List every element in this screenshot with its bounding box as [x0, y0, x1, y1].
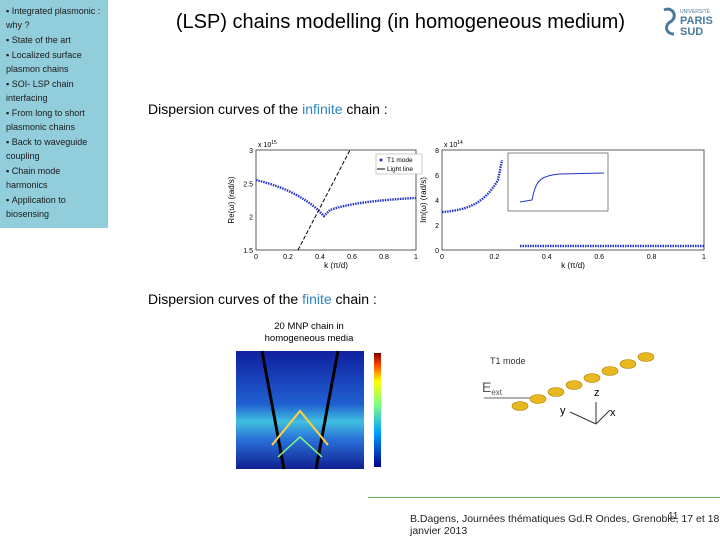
inset-curve — [519, 172, 605, 203]
light-line — [297, 149, 351, 251]
y-tick-label: 2 — [435, 223, 439, 230]
inset-frame — [507, 152, 609, 212]
section-heading: Dispersion curves of the infinite chain … — [148, 101, 388, 117]
field-sub: ext — [491, 388, 502, 397]
axis-arrow — [595, 409, 611, 425]
page-number: 11 — [668, 511, 679, 522]
logo-mark — [663, 7, 676, 36]
x-tick-label: 0.8 — [379, 254, 389, 261]
y-tick-label: 4 — [435, 198, 439, 205]
sidebar-item: From long to short plasmonic chains — [6, 106, 104, 134]
light-cone — [260, 350, 340, 470]
nanoparticle — [547, 387, 565, 397]
x-tick-label: 0.4 — [542, 254, 552, 261]
footer-rule — [368, 497, 720, 498]
axis-label: y — [560, 405, 566, 417]
scale-exp: 14 — [457, 140, 463, 146]
x-tick-label: 0 — [440, 254, 444, 261]
scale: x 1014 — [444, 140, 463, 149]
sidebar-item: Application to biosensing — [6, 193, 104, 221]
legend-box — [375, 153, 423, 175]
field-label: Eext — [482, 379, 503, 397]
nanoparticles — [511, 352, 655, 411]
nanoparticle — [601, 366, 619, 376]
nanoparticle — [511, 401, 529, 411]
plot-imag: x 1014 Im(ω) (rad/s) k (π/d) 8 6 4 2 00 0.2 0.… — [420, 140, 706, 270]
highlight: finite — [302, 291, 332, 307]
logo-text: UNIVERSITÉ — [680, 8, 711, 15]
nanoparticle — [637, 352, 655, 362]
y-tick-label: 8 — [435, 148, 439, 155]
y-tick-label: 1.5 — [243, 248, 253, 255]
scale-text: x 10 — [444, 142, 457, 149]
nanoparticle — [619, 359, 637, 369]
figure-caption: 20 MNP chain in homogeneous media — [264, 321, 354, 344]
x-tick-label: 0.8 — [647, 254, 657, 261]
colorbar — [374, 353, 381, 467]
scale-exp: 15 — [271, 140, 277, 146]
sidebar-item: Integrated plasmonic : why ? — [6, 4, 104, 32]
slide-title: (LSP) chains modelling (in homogeneous m… — [175, 11, 625, 33]
sidebar-item: SOI- LSP chain interfacing — [6, 77, 104, 105]
axis-label: x — [610, 407, 616, 419]
t1-curve — [255, 178, 417, 218]
y-tick-label: 2.5 — [243, 181, 253, 188]
sidebar-item: Back to waveguide coupling — [6, 135, 104, 163]
text: chain : — [342, 101, 388, 117]
plot-real: x 1015 Re(ω) (rad/s) k (π/d) T1 mode Lig… — [227, 140, 423, 270]
axis-arrow — [569, 411, 597, 425]
mode-band — [277, 435, 323, 458]
mode-label: T1 mode — [490, 356, 526, 366]
x-label: k (π/d) — [324, 261, 348, 270]
mode-band — [271, 409, 329, 446]
sidebar-list: Integrated plasmonic : why ?State of the… — [6, 4, 104, 221]
logo-text: SUD — [680, 26, 703, 38]
highlight: infinite — [302, 101, 343, 117]
x-tick-label: 1 — [702, 254, 706, 261]
x-tick-label: 0.6 — [347, 254, 357, 261]
legend-label: T1 mode — [387, 157, 413, 164]
sidebar-item: Localized surface plasmon chains — [6, 48, 104, 76]
section-heading: Dispersion curves of the finite chain : — [148, 291, 377, 307]
imag-curve-upper — [441, 159, 504, 214]
sidebar-item: State of the art — [6, 33, 104, 47]
y-tick-label: 2 — [249, 215, 253, 222]
legend-label: Light line — [387, 166, 413, 173]
legend: T1 mode Light line — [375, 153, 423, 175]
x-label: k (π/d) — [561, 261, 585, 270]
text: chain : — [331, 291, 377, 307]
x-tick-label: 0 — [254, 254, 258, 261]
y-label: Re(ω) (rad/s) — [227, 176, 236, 223]
x-tick-label: 0.2 — [283, 254, 293, 261]
text: Dispersion curves of the — [148, 291, 303, 307]
scale: x 1015 — [258, 140, 277, 149]
nanoparticle — [529, 394, 547, 404]
x-tick-label: 0.6 — [594, 254, 604, 261]
citation: B.Dagens, Journées thématiques Gd.R Onde… — [410, 513, 720, 537]
nanoparticle — [583, 373, 601, 383]
legend-swatch — [379, 158, 383, 162]
axis-label: z — [594, 387, 600, 399]
chain-diagram: T1 mode Eext z y x — [482, 352, 655, 425]
heatmap — [236, 350, 381, 470]
sidebar-item: Chain mode harmonics — [6, 164, 104, 192]
x-tick-label: 0.4 — [315, 254, 325, 261]
nanoparticle — [565, 380, 583, 390]
logo-text: PARIS — [680, 15, 713, 27]
scale-text: x 10 — [258, 142, 271, 149]
x-tick-label: 0.2 — [490, 254, 500, 261]
sidebar: Integrated plasmonic : why ?State of the… — [0, 0, 108, 228]
logo: UNIVERSITÉ PARIS SUD — [663, 7, 713, 38]
y-tick-label: 6 — [435, 173, 439, 180]
y-tick-label: 3 — [249, 148, 253, 155]
y-tick-label: 0 — [435, 248, 439, 255]
text: Dispersion curves of the — [148, 101, 303, 117]
field: E — [482, 379, 491, 395]
y-label: Im(ω) (rad/s) — [420, 177, 428, 223]
x-tick-label: 1 — [414, 254, 418, 261]
